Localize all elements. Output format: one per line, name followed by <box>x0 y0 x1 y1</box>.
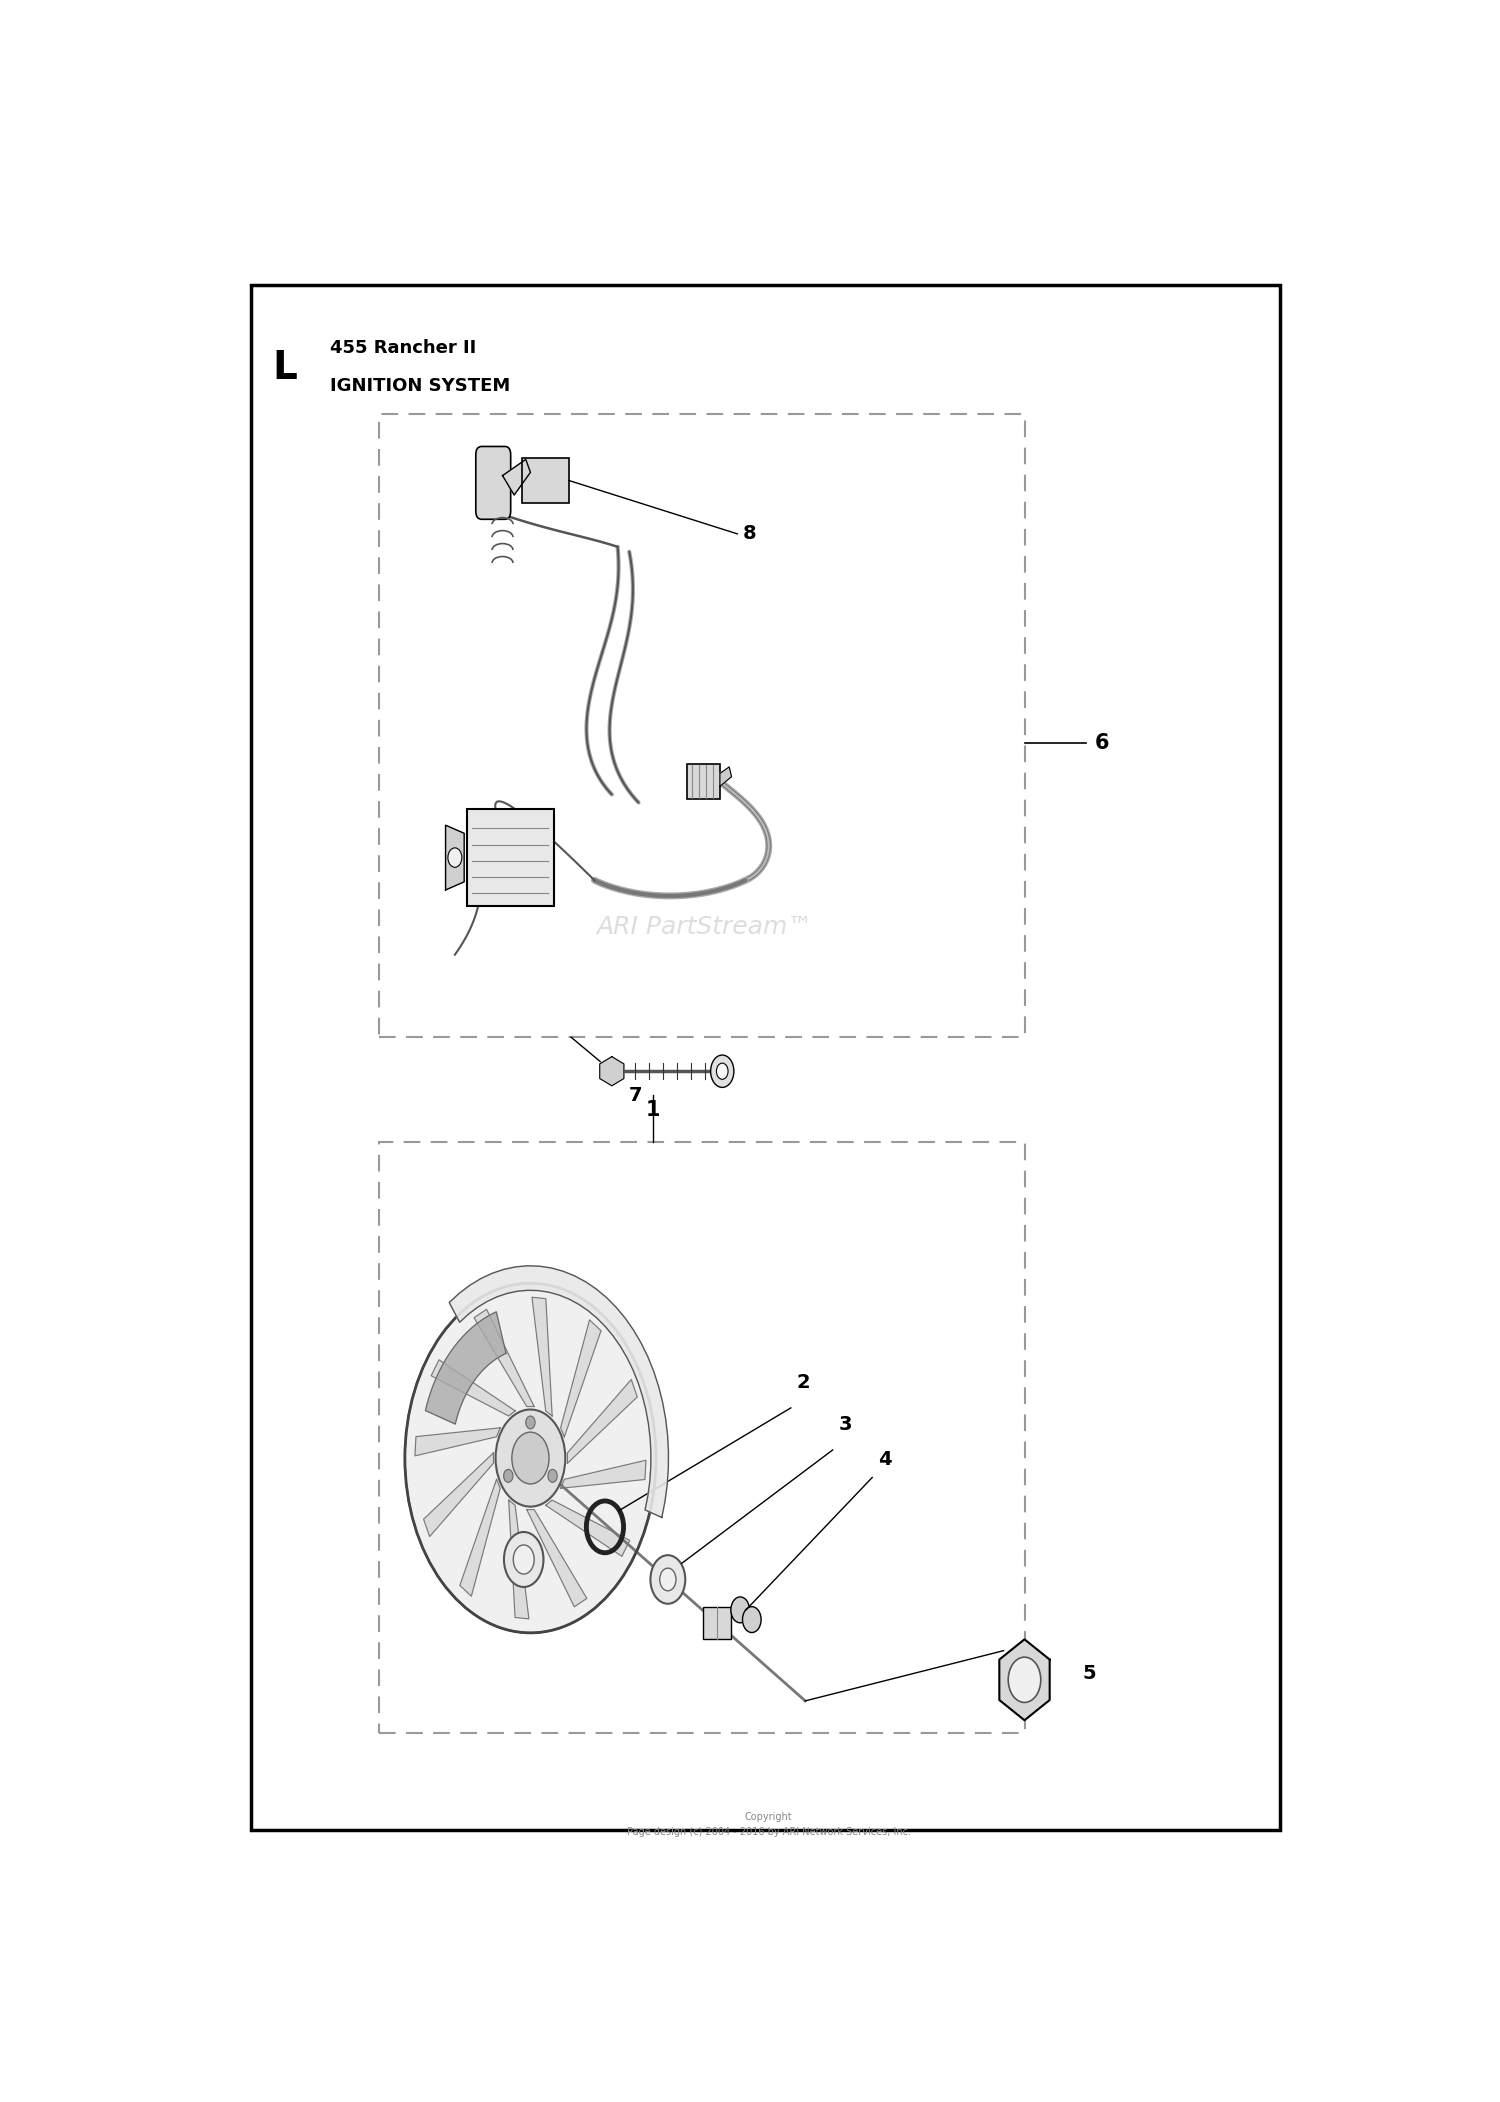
Polygon shape <box>546 1501 630 1555</box>
Circle shape <box>526 1417 536 1429</box>
Circle shape <box>504 1469 513 1482</box>
Circle shape <box>717 1064 728 1078</box>
Polygon shape <box>526 1509 586 1606</box>
Text: IGNITION SYSTEM: IGNITION SYSTEM <box>330 376 510 395</box>
Polygon shape <box>567 1379 638 1463</box>
Polygon shape <box>720 767 732 786</box>
Text: 2: 2 <box>796 1373 810 1392</box>
Polygon shape <box>416 1427 500 1457</box>
Polygon shape <box>509 1501 530 1619</box>
Text: ARI PartStream™: ARI PartStream™ <box>597 914 813 940</box>
Polygon shape <box>460 1480 500 1595</box>
Circle shape <box>495 1410 566 1507</box>
Circle shape <box>711 1055 734 1087</box>
Polygon shape <box>532 1297 552 1417</box>
Circle shape <box>448 847 462 868</box>
FancyBboxPatch shape <box>466 809 554 906</box>
Text: 4: 4 <box>878 1450 891 1469</box>
FancyBboxPatch shape <box>522 458 568 502</box>
Circle shape <box>512 1431 549 1484</box>
Circle shape <box>651 1555 686 1604</box>
Circle shape <box>513 1545 534 1574</box>
Text: 7: 7 <box>628 1087 642 1106</box>
Text: 1: 1 <box>645 1099 660 1120</box>
Circle shape <box>548 1469 556 1482</box>
FancyBboxPatch shape <box>704 1606 730 1640</box>
FancyBboxPatch shape <box>687 763 720 799</box>
Circle shape <box>660 1568 676 1591</box>
Text: 3: 3 <box>839 1415 852 1434</box>
Circle shape <box>730 1598 750 1623</box>
Polygon shape <box>600 1057 624 1087</box>
Polygon shape <box>430 1360 514 1417</box>
Text: Copyright: Copyright <box>746 1812 792 1822</box>
Polygon shape <box>423 1452 494 1537</box>
Polygon shape <box>999 1640 1050 1719</box>
Circle shape <box>504 1532 543 1587</box>
Polygon shape <box>561 1320 602 1438</box>
Text: 6: 6 <box>1094 734 1108 753</box>
Text: 8: 8 <box>742 523 758 542</box>
Circle shape <box>1008 1656 1041 1703</box>
Polygon shape <box>426 1312 506 1423</box>
Polygon shape <box>503 460 531 494</box>
Polygon shape <box>561 1461 646 1488</box>
FancyBboxPatch shape <box>476 446 510 519</box>
Text: Page design (c) 2004 - 2016 by ARI Network Services, Inc.: Page design (c) 2004 - 2016 by ARI Netwo… <box>627 1827 910 1837</box>
Circle shape <box>405 1282 656 1633</box>
Text: 5: 5 <box>1083 1665 1096 1684</box>
Text: 455 Rancher II: 455 Rancher II <box>330 338 477 357</box>
Circle shape <box>742 1606 760 1633</box>
Text: L: L <box>273 349 297 387</box>
Polygon shape <box>474 1310 534 1406</box>
Polygon shape <box>446 826 464 889</box>
Polygon shape <box>450 1265 669 1518</box>
